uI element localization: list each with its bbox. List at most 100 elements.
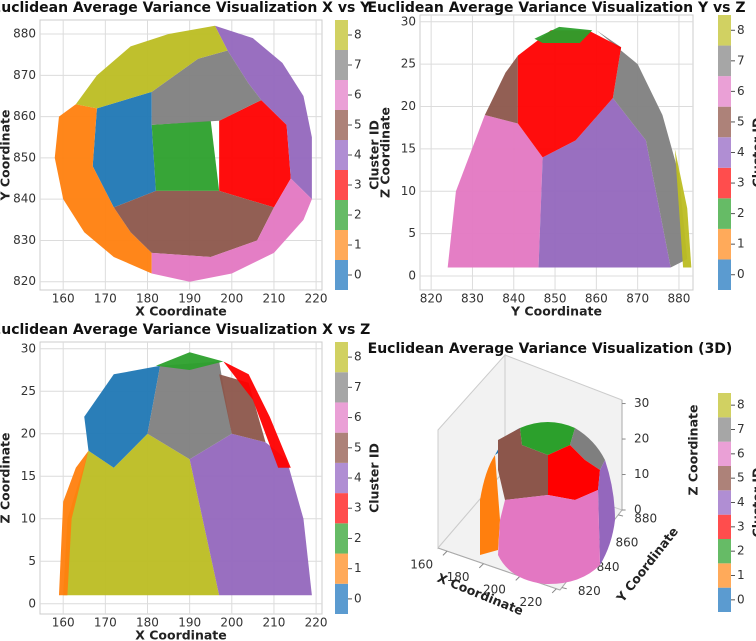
x-tick-label: 190 xyxy=(178,292,201,306)
colorbar-tick-label: 0 xyxy=(737,267,745,281)
colorbar-segment xyxy=(718,393,731,418)
colorbar-tick-label: 7 xyxy=(737,53,745,67)
colorbar-tick-label: 6 xyxy=(737,84,745,98)
y-tick-label: 820 xyxy=(13,274,36,288)
colorbar-segment xyxy=(335,140,348,170)
colorbar-tick-label: 8 xyxy=(354,350,362,364)
cluster-region xyxy=(151,50,262,125)
colorbar-label: Cluster ID xyxy=(750,468,756,538)
y-tick-label: 860 xyxy=(13,109,36,123)
x-tick-label: 180 xyxy=(136,292,159,306)
x-tick-label: 180 xyxy=(136,616,159,630)
colorbar-segment xyxy=(335,230,348,260)
colorbar-tick-label: 1 xyxy=(737,568,745,582)
colorbar-segment xyxy=(718,45,731,77)
colorbar-segment xyxy=(335,553,348,584)
colorbar-label: Cluster ID xyxy=(750,118,756,188)
colorbar-segment xyxy=(718,441,731,466)
cluster-region xyxy=(147,361,232,460)
colorbar-segment xyxy=(335,342,348,373)
y-tick-label: 15 xyxy=(401,141,416,155)
x-tick-label: 160 xyxy=(410,558,433,572)
cluster-region xyxy=(498,490,600,585)
y-tick-label: 0 xyxy=(408,269,416,283)
cluster-region xyxy=(534,26,593,43)
cluster-region xyxy=(674,148,692,268)
x-tick-label: 220 xyxy=(305,292,328,306)
dome-3d xyxy=(480,422,615,585)
cluster-region xyxy=(58,450,89,596)
colorbar-tick-label: 6 xyxy=(354,88,362,102)
chart-title: Euclidean Average Variance Visualization… xyxy=(0,322,370,338)
x-tick-label: 170 xyxy=(94,616,117,630)
cluster-region xyxy=(155,352,224,371)
colorbar-segment xyxy=(335,200,348,230)
y-tick-label: 0 xyxy=(28,596,36,610)
y-tick-label: 880 xyxy=(634,511,657,525)
colorbar-tick-label: 2 xyxy=(354,531,362,545)
colorbar-segment xyxy=(718,490,731,515)
cluster-region xyxy=(63,433,220,596)
colorbar-tick-label: 0 xyxy=(737,592,745,606)
x-axis-label: X Coordinate xyxy=(135,304,227,319)
colorbar-tick-label: 6 xyxy=(354,410,362,424)
colorbar-segment xyxy=(718,514,731,539)
y-tick-label: 15 xyxy=(21,469,36,483)
colorbar-tick-label: 4 xyxy=(737,145,745,159)
cluster-region xyxy=(219,100,291,208)
colorbar-segment xyxy=(335,170,348,200)
x-tick-label: 860 xyxy=(585,292,608,306)
colorbar-tick-label: 7 xyxy=(354,380,362,394)
colorbar-tick-label: 7 xyxy=(354,58,362,72)
colorbar-segment xyxy=(718,417,731,442)
cluster-region xyxy=(538,98,671,268)
colorbar-tick-label: 4 xyxy=(354,148,362,162)
colorbar-segment xyxy=(335,462,348,494)
colorbar-label: Cluster ID xyxy=(367,443,382,513)
colorbar-tick-label: 6 xyxy=(737,446,745,460)
tick-mark xyxy=(618,514,624,517)
colorbar-tick-label: 7 xyxy=(737,422,745,436)
colorbar-tick-label: 1 xyxy=(737,237,745,251)
colorbar-tick-label: 1 xyxy=(354,238,362,252)
x-tick-label: 210 xyxy=(262,616,285,630)
cluster-region xyxy=(189,433,312,596)
x-tick-label: 220 xyxy=(519,595,542,609)
colorbar-segment xyxy=(718,563,731,588)
colorbar-label: Cluster ID xyxy=(367,120,382,190)
cluster-region xyxy=(596,30,688,268)
tick-mark xyxy=(442,550,448,556)
y-tick-label: 10 xyxy=(21,511,36,525)
x-tick-label: 840 xyxy=(502,292,525,306)
chart-title: Euclidean Average Variance Visualization… xyxy=(368,341,733,357)
colorbar-tick-label: 2 xyxy=(354,208,362,222)
cluster-region xyxy=(151,178,312,282)
y-axis-label: Y Coordinate xyxy=(0,110,13,202)
cluster-region xyxy=(520,422,575,455)
x-tick-label: 820 xyxy=(420,292,443,306)
y-tick-label: 830 xyxy=(13,233,36,247)
colorbar-tick-label: 8 xyxy=(737,23,745,37)
z-tick-label: 10 xyxy=(634,467,649,481)
colorbar-segment xyxy=(718,106,731,138)
x-tick-label: 160 xyxy=(52,292,75,306)
x-tick-label: 850 xyxy=(544,292,567,306)
z-tick-label: 0 xyxy=(634,503,642,517)
colorbar-segment xyxy=(335,372,348,403)
colorbar-segment xyxy=(335,523,348,554)
cluster-region xyxy=(75,25,228,109)
chart-title: Euclidean Average Variance Visualization… xyxy=(0,0,371,16)
colorbar-tick-label: 2 xyxy=(737,544,745,558)
colorbar-segment xyxy=(335,493,348,524)
y-tick-label: 25 xyxy=(401,57,416,71)
cluster-region xyxy=(484,55,518,124)
colorbar-segment xyxy=(718,76,731,107)
y-tick-label: 20 xyxy=(21,426,36,440)
colorbar-tick-label: 3 xyxy=(737,519,745,533)
colorbar-segment xyxy=(335,80,348,110)
y-tick-label: 880 xyxy=(13,27,36,41)
z-axis-label: Z Coordinate xyxy=(686,405,701,496)
colorbar-segment xyxy=(335,583,348,614)
colorbar-segment xyxy=(718,259,731,290)
